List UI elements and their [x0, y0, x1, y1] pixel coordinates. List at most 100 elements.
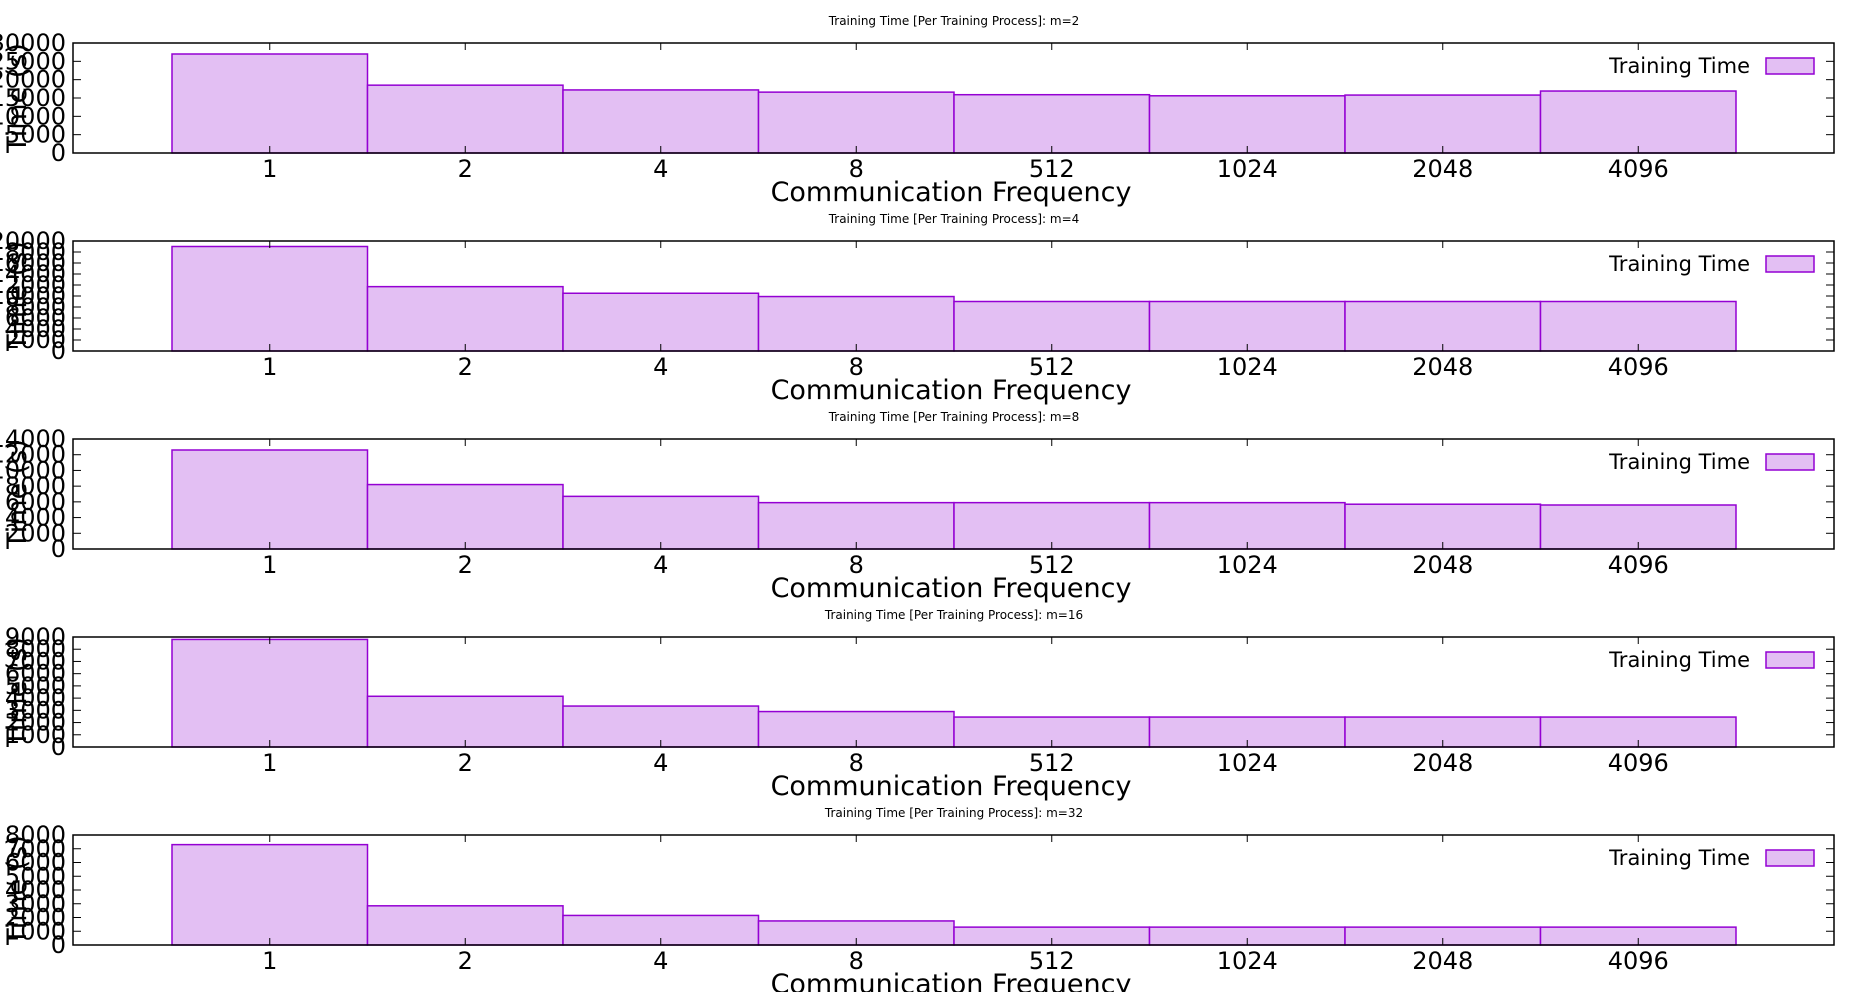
y-tick-label: 4000: [5, 876, 66, 904]
chart-title: Training Time [Per Training Process]: m=…: [828, 212, 1080, 226]
x-tick-label: 2048: [1412, 353, 1473, 381]
legend-label: Training Time: [1608, 252, 1750, 276]
x-axis-label: Communication Frequency: [771, 177, 1132, 208]
y-tick-label: 3000: [5, 890, 66, 918]
x-tick-label: 512: [1029, 749, 1075, 777]
y-tick-label: 10000: [0, 456, 66, 484]
y-tick-label: 16000: [0, 249, 66, 277]
chart-title: Training Time [Per Training Process]: m=…: [824, 806, 1083, 820]
y-axis-label: Time (s): [2, 241, 33, 352]
y-tick-label: 6000: [5, 849, 66, 877]
y-tick-label: 7000: [5, 647, 66, 675]
x-tick-label: 4: [653, 749, 668, 777]
chart-panel-4: Training Time [Per Training Process]: m=…: [2, 806, 1835, 992]
x-tick-label: 2048: [1412, 551, 1473, 579]
x-tick-label: 8: [849, 353, 864, 381]
y-tick-label: 0: [51, 139, 66, 167]
y-tick-label: 6000: [5, 304, 66, 332]
x-tick-label: 1: [262, 155, 277, 183]
bar-4: [562, 89, 760, 154]
y-tick-label: 18000: [0, 238, 66, 266]
chart-panel-2: Training Time [Per Training Process]: m=…: [0, 410, 1835, 604]
chart-title: Training Time [Per Training Process]: m=…: [824, 608, 1083, 622]
x-tick-label: 8: [849, 749, 864, 777]
bar-2048: [1344, 94, 1542, 154]
x-tick-label: 4: [653, 551, 668, 579]
y-tick-label: 0: [51, 337, 66, 365]
chart-title: Training Time [Per Training Process]: m=…: [828, 14, 1080, 28]
x-tick-label: 2: [458, 155, 473, 183]
y-tick-label: 14000: [0, 425, 66, 453]
legend-label: Training Time: [1608, 450, 1750, 474]
x-axis-label: Communication Frequency: [771, 375, 1132, 406]
x-tick-label: 2048: [1412, 155, 1473, 183]
x-tick-label: 4096: [1608, 749, 1669, 777]
chart-panel-1: Training Time [Per Training Process]: m=…: [0, 212, 1835, 406]
y-tick-label: 25000: [0, 47, 66, 75]
bar-8: [757, 501, 955, 550]
y-tick-label: 5000: [5, 672, 66, 700]
bar-1024: [1148, 300, 1346, 352]
legend-swatch: [1765, 651, 1815, 669]
bar-8: [757, 91, 955, 154]
bar-1: [171, 449, 369, 550]
bar-1: [171, 843, 369, 946]
x-axis-label: Communication Frequency: [771, 771, 1132, 802]
x-tick-label: 1: [262, 749, 277, 777]
x-tick-label: 2: [458, 749, 473, 777]
x-axis-label: Communication Frequency: [771, 969, 1132, 992]
legend-swatch: [1765, 255, 1815, 273]
x-tick-label: 4: [653, 353, 668, 381]
chart-panel-3: Training Time [Per Training Process]: m=…: [2, 608, 1835, 802]
x-tick-label: 1024: [1217, 155, 1278, 183]
bar-2: [366, 285, 564, 352]
x-tick-label: 1024: [1217, 947, 1278, 975]
y-tick-label: 2000: [5, 709, 66, 737]
x-tick-label: 2: [458, 353, 473, 381]
legend-swatch: [1765, 849, 1815, 867]
bar-8: [757, 295, 955, 352]
bar-4096: [1539, 90, 1737, 154]
y-tick-label: 1000: [5, 917, 66, 945]
x-tick-label: 4: [653, 947, 668, 975]
x-tick-label: 2: [458, 551, 473, 579]
y-tick-label: 4000: [5, 684, 66, 712]
y-tick-label: 10000: [0, 102, 66, 130]
x-tick-label: 8: [849, 155, 864, 183]
legend-label: Training Time: [1608, 648, 1750, 672]
x-tick-label: 1024: [1217, 551, 1278, 579]
x-tick-label: 4096: [1608, 155, 1669, 183]
plot-frame: [72, 438, 1835, 550]
y-tick-label: 8000: [5, 472, 66, 500]
x-tick-label: 512: [1029, 947, 1075, 975]
x-tick-label: 512: [1029, 353, 1075, 381]
y-axis-label: Time (s): [2, 637, 33, 748]
y-tick-label: 8000: [5, 635, 66, 663]
x-tick-label: 512: [1029, 155, 1075, 183]
x-tick-label: 512: [1029, 551, 1075, 579]
y-axis-label: Time (s): [2, 43, 33, 154]
y-tick-label: 5000: [5, 862, 66, 890]
legend-label: Training Time: [1608, 846, 1750, 870]
y-tick-label: 20000: [0, 66, 66, 94]
y-tick-label: 15000: [0, 84, 66, 112]
bar-4096: [1539, 504, 1737, 550]
bar-2048: [1344, 300, 1542, 352]
x-tick-label: 4: [653, 155, 668, 183]
x-tick-label: 8: [849, 947, 864, 975]
bar-512: [953, 93, 1151, 154]
y-tick-label: 12000: [0, 271, 66, 299]
bar-2: [366, 483, 564, 550]
x-tick-label: 2048: [1412, 749, 1473, 777]
x-tick-label: 8: [849, 551, 864, 579]
y-tick-label: 12000: [0, 441, 66, 469]
y-tick-label: 8000: [5, 821, 66, 849]
x-axis-label: Communication Frequency: [771, 573, 1132, 604]
x-tick-label: 1: [262, 551, 277, 579]
y-tick-label: 2000: [5, 519, 66, 547]
bar-2: [366, 695, 564, 748]
plot-frame: [72, 636, 1835, 748]
y-tick-label: 30000: [0, 29, 66, 57]
bar-1: [171, 638, 369, 748]
x-tick-label: 2: [458, 947, 473, 975]
